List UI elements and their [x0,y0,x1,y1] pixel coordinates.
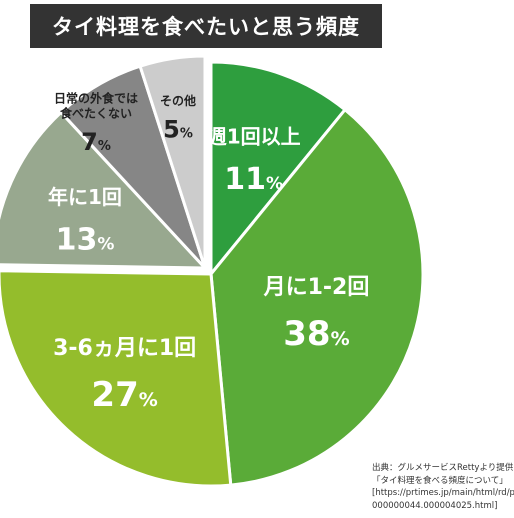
pie-slice [138,54,207,269]
source-note: 出典：グルメサービスRettyより提供 「タイ料理を食べる頻度について」 [ht… [372,462,514,512]
slice-value: 5% [163,116,193,144]
pie-slice [0,269,233,488]
pie-slice [209,107,425,487]
chart-title: タイ料理を食べたいと思う頻度 [30,4,382,48]
source-line: 「タイ料理を食べる頻度について」 [372,475,508,486]
slice-value: 13% [56,222,115,257]
source-line: 000000044.000004025.html] [372,500,498,511]
slice-label: 3-6ヵ月に1回 [53,336,196,361]
slice-label: 月に1-2回 [263,275,370,300]
slice-value: 7% [81,128,111,156]
pie-slice [0,110,209,270]
pie-slice [209,60,348,279]
slice-label: 日常の外食では [54,91,138,106]
source-line: [https://prtimes.jp/main/html/rd/p/ [372,488,514,498]
slice-value: 27% [91,375,157,415]
slice-label: その他 [160,93,196,108]
slice-value: 38% [283,314,349,354]
slice-label: 週1回以上 [207,125,301,149]
source-line: 出典：グルメサービスRettyより提供 [372,463,514,473]
slice-label: 年に1回 [48,185,122,209]
slice-label: 食べたくない [59,106,132,121]
